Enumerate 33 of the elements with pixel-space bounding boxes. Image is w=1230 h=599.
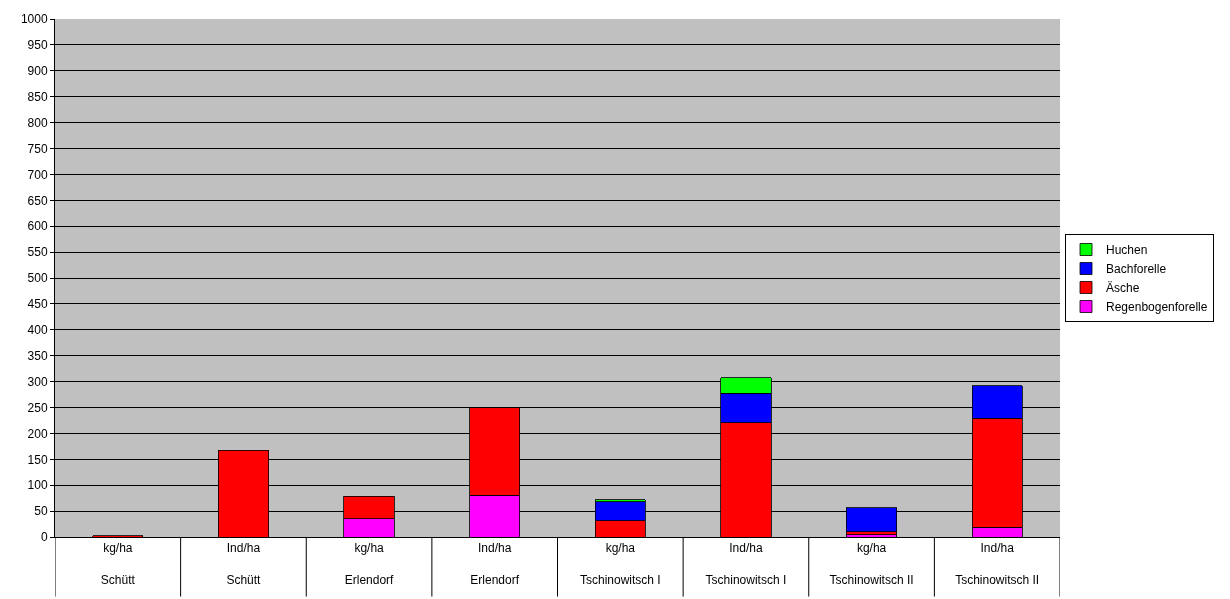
y-tick-label: 700 — [27, 167, 48, 182]
category-label: kg/ha Schütt — [100, 541, 135, 587]
y-tick-label: 250 — [27, 400, 48, 415]
y-tick-label: 150 — [27, 452, 48, 467]
y-tick-label: 800 — [27, 115, 48, 130]
category-label: Ind/ha Tschinowitsch I — [705, 541, 787, 587]
y-tick-label: 1000 — [20, 12, 48, 27]
y-tick-label: 50 — [34, 504, 48, 519]
category-label: kg/ha Erlendorf — [344, 541, 394, 587]
legend-label: Äsche — [1106, 281, 1140, 296]
y-tick-label: 400 — [27, 323, 48, 337]
legend-label: Huchen — [1106, 243, 1148, 258]
y-tick-label: 450 — [27, 297, 48, 312]
y-tick-label: 0 — [40, 530, 48, 545]
category-label: kg/ha Tschinowitsch I — [579, 541, 661, 587]
y-tick-label: 850 — [27, 89, 48, 104]
y-tick-label: 950 — [27, 38, 48, 53]
y-tick-label: 600 — [27, 219, 48, 234]
y-tick-label: 200 — [27, 426, 48, 441]
y-tick-label: 300 — [27, 374, 48, 389]
category-label: Ind/ha Tschinowitsch II — [955, 541, 1040, 587]
y-tick-label: 500 — [27, 271, 48, 286]
y-tick-label: 900 — [27, 64, 48, 78]
category-label: Ind/ha Schütt — [226, 541, 261, 587]
legend-label: Bachforelle — [1106, 262, 1167, 277]
category-label: Ind/ha Erlendorf — [470, 541, 520, 587]
category-label: kg/ha Tschinowitsch II — [829, 541, 914, 587]
y-tick-label: 750 — [27, 141, 48, 156]
y-tick-label: 650 — [27, 193, 48, 208]
legend-label: Regenbogenforelle — [1106, 300, 1208, 315]
y-tick-label: 550 — [27, 245, 48, 260]
y-tick-label: 100 — [27, 478, 48, 493]
y-tick-label: 350 — [27, 348, 48, 363]
